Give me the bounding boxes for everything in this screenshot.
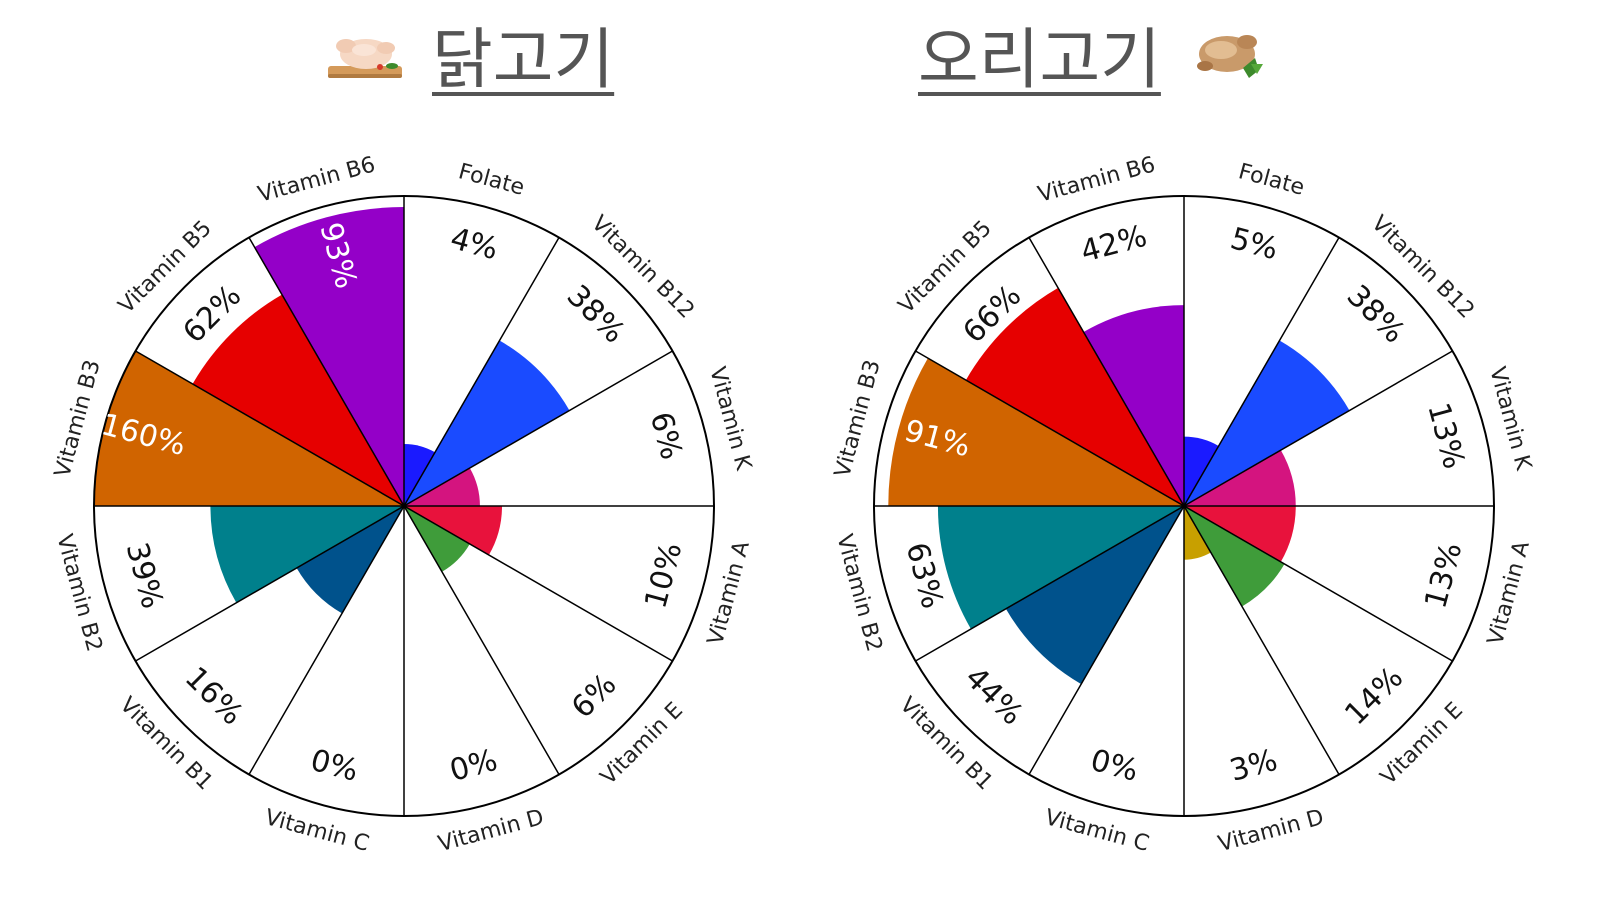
wedge-vitamin-a bbox=[404, 506, 503, 556]
wedge-vitamin-b12 bbox=[404, 340, 570, 506]
value-label-vitamin-e: 6% bbox=[565, 667, 623, 725]
value-label-vitamin-b12: 38% bbox=[560, 278, 632, 350]
duck-title: 오리고기 bbox=[918, 14, 1267, 98]
grid bbox=[93, 195, 715, 817]
wedge-vitamin-b2 bbox=[937, 506, 1184, 630]
chicken-panel: 닭고기 Folate 4% Vitamin B12 38% Vitamin K 6% Vit… bbox=[50, 14, 756, 857]
raw-chicken-icon bbox=[328, 39, 402, 78]
outer-circle bbox=[873, 195, 1495, 817]
wedge-vitamin-b12 bbox=[1184, 340, 1350, 506]
spoke-line bbox=[403, 505, 673, 662]
value-label-vitamin-k: 13% bbox=[1420, 399, 1471, 472]
wedge-vitamin-b1 bbox=[1005, 506, 1184, 685]
category-label-vitamin-k: Vitamin K bbox=[1484, 364, 1536, 473]
value-label-vitamin-a: 10% bbox=[638, 539, 689, 612]
wedge-vitamin-b2 bbox=[210, 506, 404, 603]
category-label-vitamin-k: Vitamin K bbox=[704, 364, 756, 473]
spoke-line bbox=[403, 350, 673, 507]
outer-circle bbox=[93, 195, 715, 817]
category-label-vitamin-b2: Vitamin B2 bbox=[51, 532, 106, 655]
value-label-vitamin-e: 14% bbox=[1338, 660, 1410, 732]
spoke-line bbox=[1183, 505, 1453, 662]
spoke-line bbox=[1183, 505, 1340, 775]
value-label-vitamin-b12: 38% bbox=[1340, 278, 1412, 350]
wedges bbox=[888, 287, 1350, 685]
spoke-line bbox=[135, 350, 405, 507]
spoke-line bbox=[135, 505, 405, 662]
wedge-vitamin-k bbox=[404, 468, 480, 506]
wedge-vitamin-b1 bbox=[296, 506, 404, 614]
wedge-vitamin-b5 bbox=[965, 287, 1184, 506]
value-label-vitamin-c: 0% bbox=[307, 743, 362, 789]
wedge-vitamin-a bbox=[1184, 506, 1296, 562]
value-label-vitamin-b1: 44% bbox=[958, 660, 1030, 732]
spoke-line bbox=[915, 350, 1185, 507]
wedge-folate bbox=[1184, 436, 1219, 506]
value-label-folate: 5% bbox=[1227, 221, 1282, 267]
wedge-vitamin-e bbox=[1184, 506, 1285, 607]
category-label-folate: Folate bbox=[1236, 159, 1307, 201]
wedge-vitamin-e bbox=[404, 506, 470, 572]
category-label-folate: Folate bbox=[456, 159, 527, 201]
spoke-line bbox=[1183, 350, 1453, 507]
duck-title-text: 오리고기 bbox=[918, 21, 1161, 98]
category-label-vitamin-e: Vitamin E bbox=[1376, 698, 1468, 790]
wedge-vitamin-d bbox=[1184, 506, 1211, 560]
value-label-vitamin-d: 3% bbox=[1226, 743, 1281, 789]
spoke-line bbox=[915, 505, 1185, 662]
chicken-title-text: 닭고기 bbox=[432, 21, 615, 98]
wedge-vitamin-b3 bbox=[888, 358, 1184, 506]
wedge-vitamin-b6 bbox=[254, 207, 404, 506]
spoke-line bbox=[403, 237, 560, 507]
value-label-vitamin-b2: 39% bbox=[119, 539, 170, 612]
spoke-line bbox=[248, 237, 405, 507]
category-label-vitamin-e: Vitamin E bbox=[596, 698, 688, 790]
spoke-line bbox=[1028, 237, 1185, 507]
wedges bbox=[94, 207, 570, 614]
spoke-line bbox=[403, 505, 560, 775]
wedge-vitamin-b3 bbox=[94, 351, 404, 506]
spoke-line bbox=[1028, 505, 1185, 775]
chicken-title: 닭고기 bbox=[326, 14, 614, 98]
spoke-line bbox=[248, 505, 405, 775]
grid bbox=[873, 195, 1495, 817]
roast-duck-icon bbox=[1196, 35, 1263, 78]
category-label-vitamin-b2: Vitamin B2 bbox=[831, 532, 886, 655]
wedge-vitamin-b6 bbox=[1083, 305, 1184, 506]
wedge-vitamin-b5 bbox=[192, 294, 404, 506]
value-label-vitamin-k: 6% bbox=[643, 408, 689, 463]
value-label-vitamin-b1: 16% bbox=[178, 660, 250, 732]
value-label-folate: 4% bbox=[447, 221, 502, 267]
value-label-vitamin-d: 0% bbox=[446, 743, 501, 789]
value-label-vitamin-b6: 42% bbox=[1077, 219, 1150, 270]
spoke-line bbox=[1183, 237, 1340, 507]
duck-panel: 오리고기 Folate 5% Vitamin B12 38% Vitamin K 13% V… bbox=[780, 0, 1580, 903]
value-label-vitamin-a: 13% bbox=[1418, 539, 1469, 612]
wedge-folate bbox=[404, 444, 435, 506]
wedge-vitamin-k bbox=[1184, 450, 1296, 506]
value-label-vitamin-c: 0% bbox=[1087, 743, 1142, 789]
